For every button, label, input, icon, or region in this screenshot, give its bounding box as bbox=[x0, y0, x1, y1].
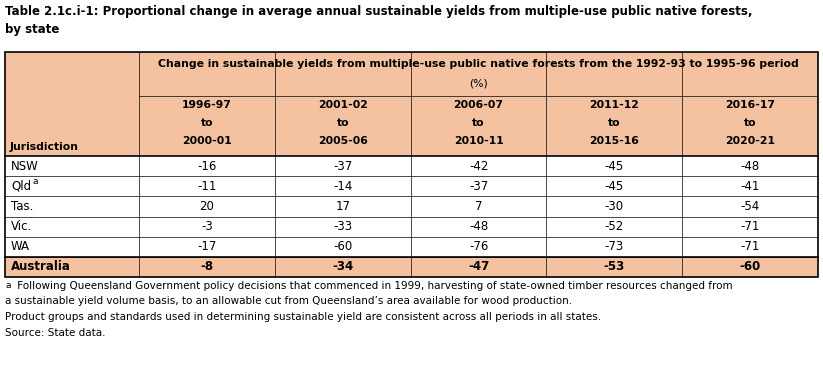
Text: -37: -37 bbox=[333, 160, 352, 173]
Text: -30: -30 bbox=[605, 200, 624, 213]
Bar bbox=[139, 96, 275, 156]
Text: -8: -8 bbox=[201, 260, 214, 273]
Text: -16: -16 bbox=[198, 160, 216, 173]
Text: -52: -52 bbox=[605, 220, 624, 233]
Text: -53: -53 bbox=[604, 260, 625, 273]
Text: -54: -54 bbox=[741, 200, 760, 213]
Text: to: to bbox=[201, 118, 213, 128]
Text: -17: -17 bbox=[198, 240, 216, 253]
Text: WA: WA bbox=[11, 240, 30, 253]
Bar bbox=[5, 176, 818, 196]
Text: 2000-01: 2000-01 bbox=[182, 136, 232, 146]
Text: 17: 17 bbox=[335, 200, 351, 213]
Text: -60: -60 bbox=[333, 240, 352, 253]
Text: 2005-06: 2005-06 bbox=[318, 136, 368, 146]
Text: by state: by state bbox=[5, 23, 59, 36]
Text: to: to bbox=[608, 118, 621, 128]
Text: Following Queensland Government policy decisions that commenced in 1999, harvest: Following Queensland Government policy d… bbox=[14, 281, 732, 291]
Text: -34: -34 bbox=[332, 260, 353, 273]
Text: -33: -33 bbox=[333, 220, 352, 233]
Text: to: to bbox=[337, 118, 349, 128]
Text: a: a bbox=[5, 281, 11, 290]
Text: 2011-12: 2011-12 bbox=[589, 100, 639, 110]
Bar bbox=[275, 96, 411, 156]
Bar bbox=[5, 52, 139, 156]
Text: -11: -11 bbox=[198, 180, 216, 193]
Text: -47: -47 bbox=[468, 260, 489, 273]
Text: Source: State data.: Source: State data. bbox=[5, 327, 105, 338]
Text: -3: -3 bbox=[201, 220, 213, 233]
Bar bbox=[411, 96, 546, 156]
Text: to: to bbox=[744, 118, 756, 128]
Bar bbox=[5, 52, 818, 277]
Text: 7: 7 bbox=[475, 200, 482, 213]
Text: 2020-21: 2020-21 bbox=[725, 136, 775, 146]
Text: to: to bbox=[472, 118, 485, 128]
Text: Table 2.1c.i-1: Proportional change in average annual sustainable yields from mu: Table 2.1c.i-1: Proportional change in a… bbox=[5, 5, 752, 18]
Text: Qld: Qld bbox=[11, 180, 31, 193]
Text: -37: -37 bbox=[469, 180, 488, 193]
Bar bbox=[5, 257, 818, 277]
Text: a: a bbox=[32, 177, 38, 186]
Text: a sustainable yield volume basis, to an allowable cut from Queensland’s area ava: a sustainable yield volume basis, to an … bbox=[5, 296, 572, 307]
Text: -60: -60 bbox=[740, 260, 760, 273]
Text: (%): (%) bbox=[469, 79, 488, 89]
Text: 20: 20 bbox=[200, 200, 215, 213]
Text: Australia: Australia bbox=[11, 260, 71, 273]
Text: Product groups and standards used in determining sustainable yield are consisten: Product groups and standards used in det… bbox=[5, 312, 601, 322]
Text: -71: -71 bbox=[741, 220, 760, 233]
Bar bbox=[682, 96, 818, 156]
Text: Change in sustainable yields from multiple-use public native forests from the 19: Change in sustainable yields from multip… bbox=[158, 59, 799, 69]
Text: -73: -73 bbox=[605, 240, 624, 253]
Text: Jurisdiction: Jurisdiction bbox=[10, 142, 79, 152]
Text: Vic.: Vic. bbox=[11, 220, 32, 233]
Bar bbox=[5, 216, 818, 237]
Bar bbox=[139, 52, 818, 96]
Text: 2010-11: 2010-11 bbox=[453, 136, 504, 146]
Text: 1996-97: 1996-97 bbox=[182, 100, 232, 110]
Bar bbox=[546, 96, 682, 156]
Text: 2001-02: 2001-02 bbox=[318, 100, 368, 110]
Text: NSW: NSW bbox=[11, 160, 39, 173]
Text: -42: -42 bbox=[469, 160, 488, 173]
Bar bbox=[5, 156, 818, 176]
Text: -48: -48 bbox=[741, 160, 760, 173]
Text: 2016-17: 2016-17 bbox=[725, 100, 775, 110]
Text: -41: -41 bbox=[741, 180, 760, 193]
Bar bbox=[5, 196, 818, 216]
Text: -14: -14 bbox=[333, 180, 352, 193]
Text: Tas.: Tas. bbox=[11, 200, 34, 213]
Text: 2015-16: 2015-16 bbox=[589, 136, 639, 146]
Text: -71: -71 bbox=[741, 240, 760, 253]
Text: -45: -45 bbox=[605, 180, 624, 193]
Bar bbox=[5, 237, 818, 257]
Text: -45: -45 bbox=[605, 160, 624, 173]
Text: -48: -48 bbox=[469, 220, 488, 233]
Text: 2006-07: 2006-07 bbox=[453, 100, 504, 110]
Text: -76: -76 bbox=[469, 240, 488, 253]
